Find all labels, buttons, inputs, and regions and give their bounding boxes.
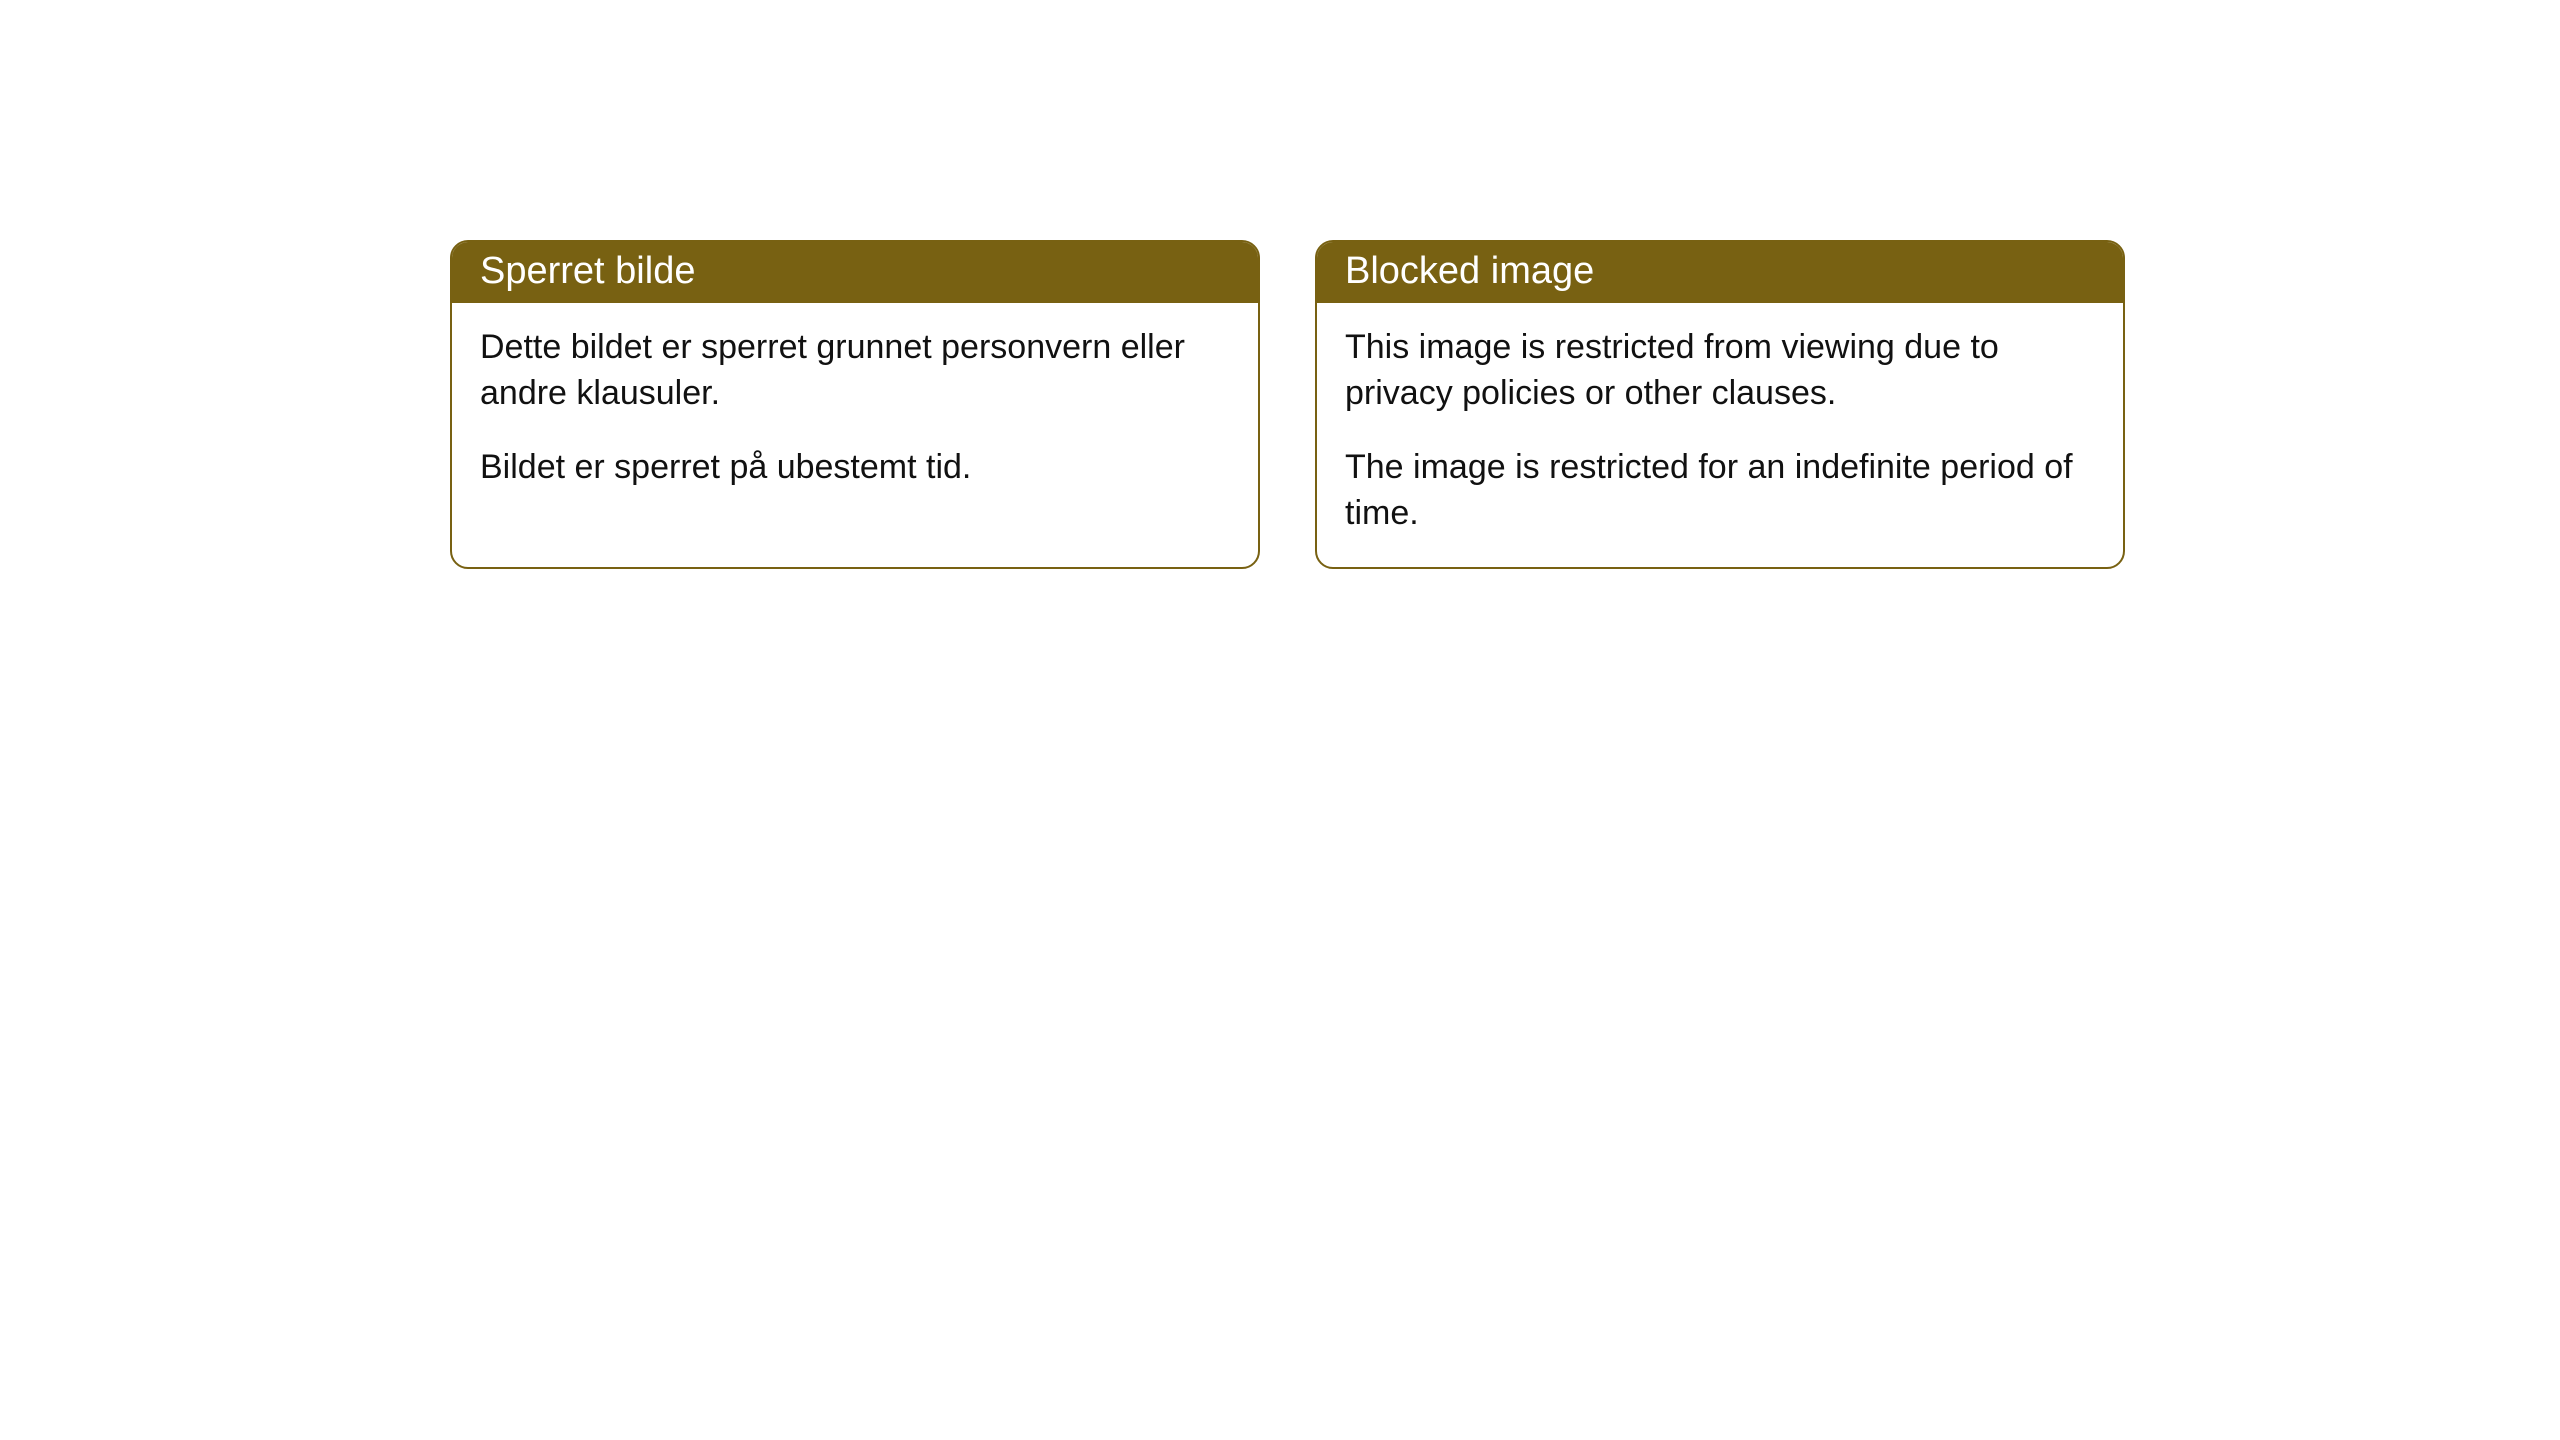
notice-paragraph: This image is restricted from viewing du… <box>1345 325 2095 417</box>
notice-card-norwegian: Sperret bilde Dette bildet er sperret gr… <box>450 240 1260 569</box>
notice-title-english: Blocked image <box>1317 242 2123 303</box>
notice-title-norwegian: Sperret bilde <box>452 242 1258 303</box>
notice-paragraph: Bildet er sperret på ubestemt tid. <box>480 445 1230 491</box>
notice-container: Sperret bilde Dette bildet er sperret gr… <box>450 240 2125 569</box>
notice-paragraph: The image is restricted for an indefinit… <box>1345 445 2095 537</box>
notice-body-english: This image is restricted from viewing du… <box>1317 303 2123 567</box>
notice-body-norwegian: Dette bildet er sperret grunnet personve… <box>452 303 1258 521</box>
notice-card-english: Blocked image This image is restricted f… <box>1315 240 2125 569</box>
notice-paragraph: Dette bildet er sperret grunnet personve… <box>480 325 1230 417</box>
